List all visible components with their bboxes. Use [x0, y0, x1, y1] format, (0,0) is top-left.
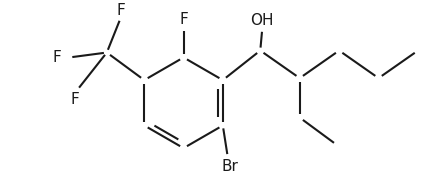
- Text: F: F: [71, 92, 80, 107]
- Text: F: F: [116, 3, 125, 18]
- Text: F: F: [179, 13, 188, 27]
- Text: OH: OH: [250, 13, 274, 28]
- Text: F: F: [53, 50, 62, 65]
- Text: Br: Br: [222, 159, 238, 174]
